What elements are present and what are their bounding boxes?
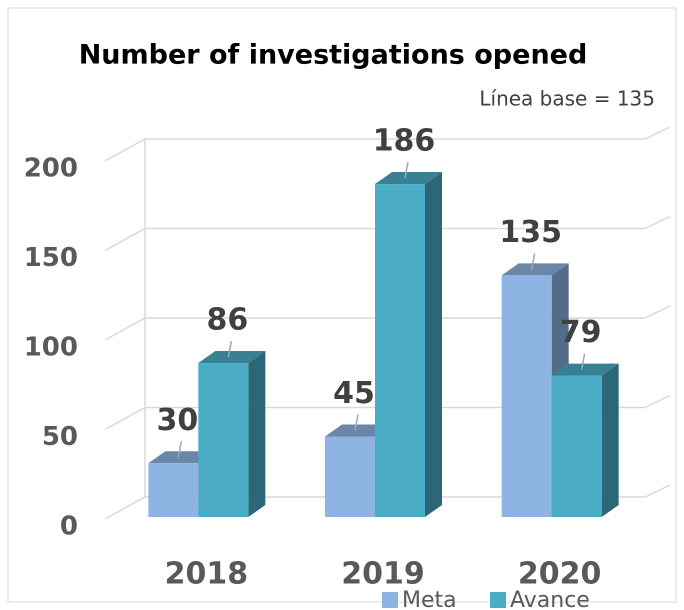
value-label: 45	[333, 376, 375, 411]
y-tick-label: 100	[24, 333, 78, 363]
chart-subtitle: Línea base = 135	[479, 87, 655, 111]
value-label: 186	[373, 124, 436, 159]
y-tick-label: 50	[42, 422, 78, 452]
chart-title: Number of investigations opened	[79, 40, 588, 71]
grid-line	[104, 126, 671, 162]
y-tick-label: 200	[24, 154, 78, 184]
bar-side	[601, 363, 619, 517]
x-tick-label: 2019	[341, 557, 425, 592]
value-label: 86	[206, 303, 248, 338]
value-label: 30	[156, 403, 198, 438]
leader-line	[227, 340, 233, 358]
x-tick-label: 2020	[518, 557, 602, 592]
bar-side	[425, 172, 442, 517]
bar-front	[325, 436, 375, 517]
bar-front	[198, 363, 249, 517]
bar-top	[501, 263, 569, 276]
x-tick-label: 2018	[165, 557, 249, 592]
y-tick-label: 0	[60, 512, 78, 542]
leader-line	[404, 161, 409, 179]
value-label: 135	[499, 215, 562, 250]
bar-top	[198, 351, 266, 364]
leader-line	[530, 253, 536, 270]
bar-side	[248, 351, 266, 517]
legend-swatch	[382, 592, 398, 608]
legend-label: Meta	[402, 588, 457, 610]
bar-top	[551, 363, 619, 376]
value-label: 79	[560, 315, 602, 350]
bar	[375, 172, 442, 517]
leader-line	[354, 414, 359, 431]
bar-front	[551, 375, 602, 517]
bar-front	[148, 463, 199, 517]
bar-front	[501, 275, 552, 517]
bar-top	[375, 172, 442, 185]
leader-line	[580, 353, 586, 370]
leader-line	[177, 441, 183, 458]
y-tick-label: 150	[24, 243, 78, 273]
bar-front	[375, 184, 425, 517]
legend-swatch	[490, 592, 506, 608]
bar	[198, 351, 266, 517]
legend-label: Avance	[510, 588, 590, 610]
bar	[551, 363, 619, 517]
